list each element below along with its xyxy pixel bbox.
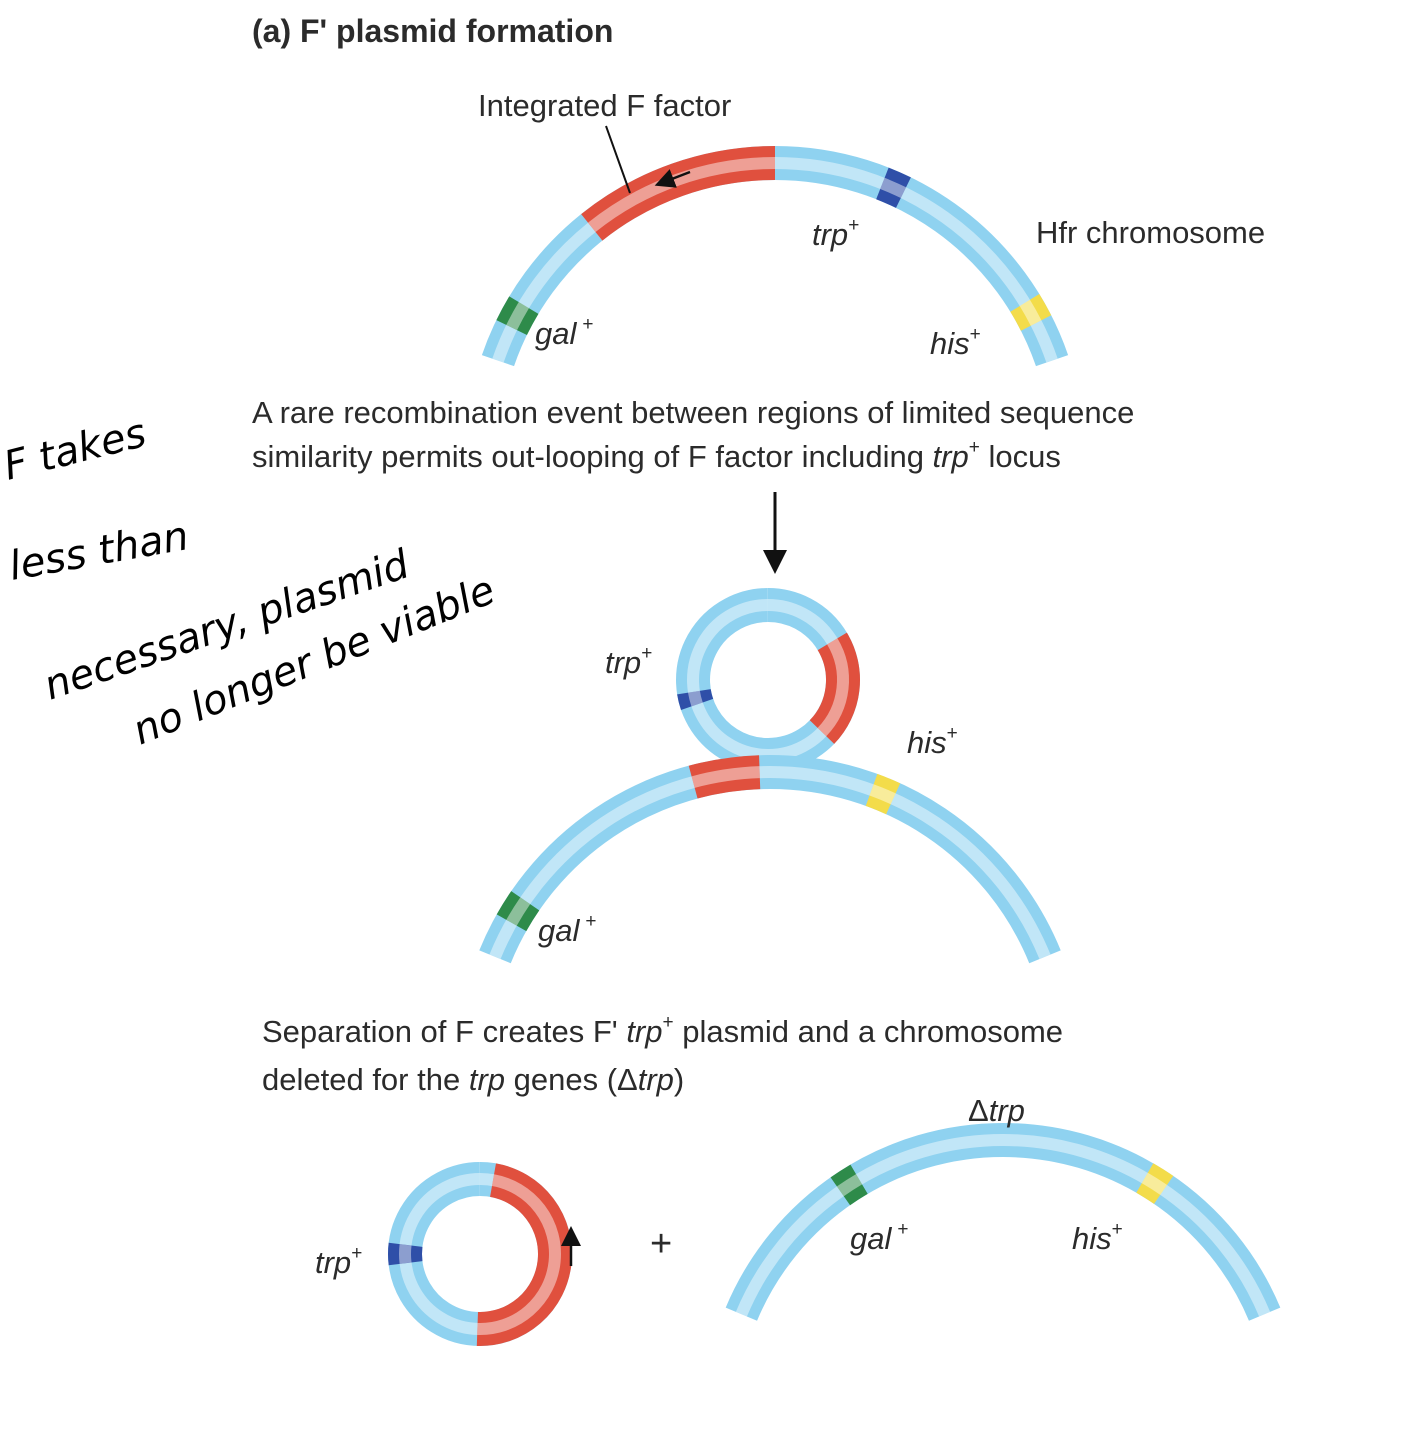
hfr-chromosome <box>481 146 1069 367</box>
f_factor-segment <box>476 1163 572 1346</box>
f-loop <box>687 599 849 761</box>
his-segment <box>869 784 896 805</box>
trp-label: trp+ <box>812 215 859 252</box>
trp-segment <box>687 690 703 707</box>
f_factor-segment <box>477 1174 561 1335</box>
delta-trp-chromosome <box>735 1134 1271 1317</box>
trp-segment <box>677 688 714 710</box>
handwritten-note-line2: less than <box>6 513 192 590</box>
gal-label-bottom: gal + <box>850 1219 908 1256</box>
step2-text-line1: Separation of F creates F' trp+ plasmid … <box>262 1012 1063 1049</box>
integrated-f-factor-label: Integrated F factor <box>478 88 731 123</box>
his-segment <box>1019 299 1042 326</box>
trp-label-middle: trp+ <box>605 643 652 680</box>
his-label-middle: his+ <box>907 723 958 760</box>
hfr-chromosome-label: Hfr chromosome <box>1036 215 1265 250</box>
gal-segment <box>506 897 531 926</box>
trp-segment <box>876 167 911 208</box>
gal-segment <box>836 1174 863 1197</box>
f_factor-segment <box>809 632 860 744</box>
f_factor-segment <box>691 766 760 788</box>
gal-segment <box>830 1164 868 1206</box>
his-label-bottom: his+ <box>1072 1219 1123 1256</box>
gal-segment <box>506 302 530 331</box>
step2-text-line2: deleted for the trp genes (Δtrp) <box>262 1062 684 1097</box>
step1-text-line1: A rare recombination event between regio… <box>252 395 1134 430</box>
dna-tubes <box>388 146 1281 1346</box>
trp-segment <box>880 177 907 199</box>
gal-label: gal + <box>535 314 593 351</box>
step1-text-line2: similarity permits out-looping of F fact… <box>252 437 1061 474</box>
figure-title: (a) F' plasmid formation <box>252 13 613 49</box>
trp-label-plasmid: trp+ <box>315 1243 362 1280</box>
f_factor-segment <box>688 755 761 799</box>
f_factor-segment <box>817 638 849 737</box>
pointer-line <box>605 125 631 194</box>
handwritten-note-line1: F takes <box>0 410 151 490</box>
chromosome-middle <box>479 755 1061 964</box>
delta-trp-chromosome <box>725 1123 1281 1321</box>
his-segment <box>1136 1163 1174 1204</box>
f-direction-arrow-icon <box>654 169 691 188</box>
f_factor-segment <box>588 157 776 233</box>
f-loop <box>676 588 860 772</box>
his-label: his+ <box>930 324 981 361</box>
gal-segment <box>496 296 539 336</box>
plus-sign: + <box>650 1223 672 1265</box>
f_factor-segment <box>581 146 776 241</box>
gal-label-middle: gal + <box>538 911 596 948</box>
his-segment <box>1010 294 1052 331</box>
his-segment <box>865 773 901 815</box>
gal-segment <box>496 891 540 932</box>
trp-segment <box>388 1242 423 1266</box>
chromosome-middle <box>489 766 1051 960</box>
delta-trp-label: Δtrp <box>968 1093 1025 1128</box>
trp-segment <box>399 1244 412 1264</box>
his-segment <box>1141 1172 1168 1195</box>
hfr-chromosome <box>492 157 1058 363</box>
